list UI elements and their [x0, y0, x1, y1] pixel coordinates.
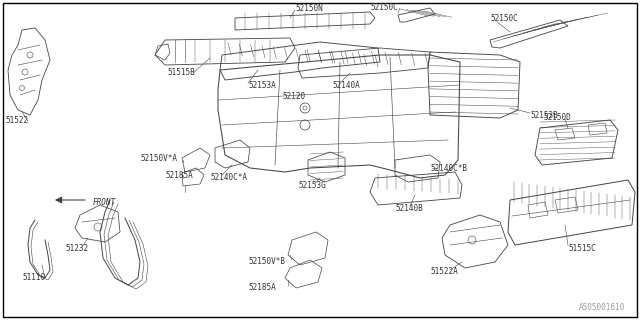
Text: 51522A: 51522A [430, 268, 458, 276]
Text: 52140C*B: 52140C*B [430, 164, 467, 172]
Text: 52150V*B: 52150V*B [248, 258, 285, 267]
Text: FRONT: FRONT [93, 197, 116, 206]
Text: 52150N: 52150N [295, 4, 323, 12]
Text: 51232: 51232 [65, 244, 88, 252]
Text: A505001610: A505001610 [579, 303, 625, 312]
Text: 51515B: 51515B [167, 68, 195, 76]
Text: 52185A: 52185A [165, 171, 193, 180]
Text: 52185A: 52185A [248, 284, 276, 292]
Text: 52150D: 52150D [543, 113, 571, 122]
Text: 51110: 51110 [22, 274, 45, 283]
Text: 52153G: 52153G [298, 180, 326, 189]
Text: 52150V*A: 52150V*A [140, 154, 177, 163]
Text: 52150C: 52150C [370, 3, 397, 12]
Text: 52150C: 52150C [490, 13, 518, 22]
Text: 52140B: 52140B [395, 204, 423, 212]
Text: 52140A: 52140A [332, 81, 360, 90]
Text: 52153A: 52153A [248, 81, 276, 90]
Text: 51522: 51522 [5, 116, 28, 124]
Text: 52140C*A: 52140C*A [210, 172, 247, 181]
Text: 52153B: 52153B [530, 110, 557, 119]
Text: 52120: 52120 [282, 92, 305, 100]
Text: 51515C: 51515C [568, 244, 596, 252]
